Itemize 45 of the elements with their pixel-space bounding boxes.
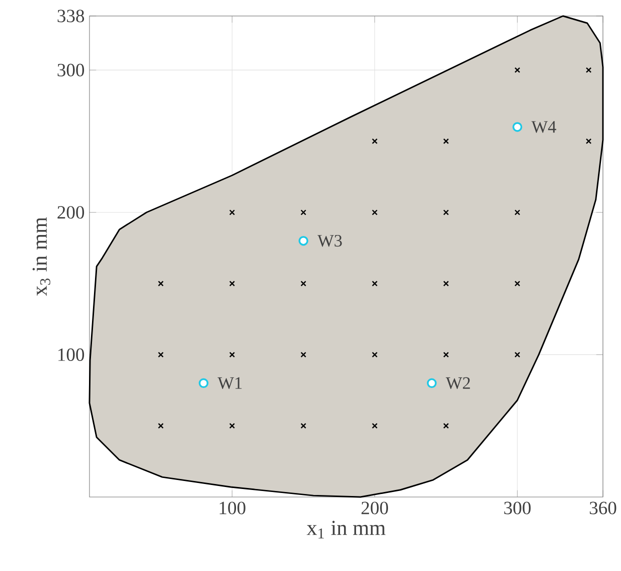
point <box>586 138 592 144</box>
y-axis-title: x$_{3}$ in mm <box>32 217 50 296</box>
point <box>298 236 308 246</box>
y-tick-label: 300 <box>58 64 84 76</box>
point <box>300 210 306 216</box>
point <box>372 280 378 286</box>
point <box>586 67 592 73</box>
annotation: W2 <box>446 377 470 390</box>
point <box>514 210 520 216</box>
point <box>443 352 449 358</box>
annotation: W1 <box>218 377 242 390</box>
y-tick-label: 200 <box>58 206 84 219</box>
point <box>443 210 449 216</box>
point <box>300 422 306 429</box>
point <box>372 422 378 429</box>
point <box>426 378 437 388</box>
point <box>514 280 520 286</box>
point <box>158 352 164 358</box>
point <box>229 210 235 216</box>
x-tick-label: 300 <box>504 502 531 514</box>
x-tick-label: 360 <box>590 502 616 514</box>
x-axis-title: x$_{1}$ in mm <box>306 520 386 538</box>
point <box>300 352 306 358</box>
point <box>443 422 449 429</box>
y-tick-label: 100 <box>58 348 84 361</box>
point <box>158 280 164 286</box>
point <box>158 422 164 429</box>
point <box>229 352 235 358</box>
x-tick-label: 200 <box>362 502 388 514</box>
point <box>514 67 520 73</box>
point <box>514 352 520 358</box>
point <box>300 280 306 286</box>
annotation: W3 <box>317 234 342 247</box>
point <box>229 280 235 286</box>
point <box>512 122 522 132</box>
point <box>443 280 449 286</box>
point <box>198 378 208 388</box>
y-tick-label: 338 <box>58 10 84 22</box>
point <box>443 138 449 144</box>
point <box>372 210 378 216</box>
point <box>372 138 378 144</box>
annotation: W4 <box>531 121 556 133</box>
point <box>372 352 378 358</box>
point <box>229 422 235 429</box>
x-tick-label: 100 <box>220 502 246 514</box>
